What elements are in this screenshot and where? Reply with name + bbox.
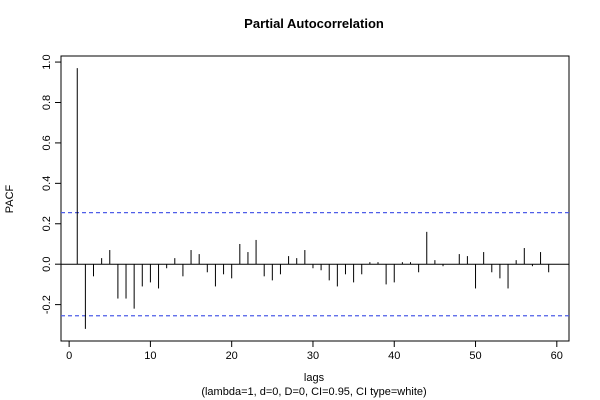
chart-title: Partial Autocorrelation [244,16,384,31]
y-tick-label: 0.6 [41,135,53,150]
y-tick-label: 0.2 [41,216,53,231]
y-axis-label: PACF [4,184,16,213]
x-tick-label: 0 [66,350,72,362]
plot-layer: 0 10 20 30 40 50 60 -0.2 0.0 0.2 0.4 0.6 0.8 1.0 [41,54,569,362]
y-tick-label: -0.2 [41,295,53,314]
x-tick-label: 60 [551,350,563,362]
x-tick-label: 20 [226,350,238,362]
y-tick-label: 0.0 [41,257,53,272]
plot-frame [60,55,570,342]
x-tick-label: 30 [307,350,319,362]
y-tick-label: 1.0 [41,54,53,69]
y-tick-label: 0.8 [41,95,53,110]
x-axis-label: lags [304,372,325,384]
x-tick-label: 10 [144,350,156,362]
x-tick-label: 40 [388,350,400,362]
chart-subtitle: (lambda=1, d=0, D=0, CI=0.95, CI type=wh… [201,386,426,398]
x-tick-label: 50 [469,350,481,362]
y-tick-label: 0.4 [41,176,53,191]
